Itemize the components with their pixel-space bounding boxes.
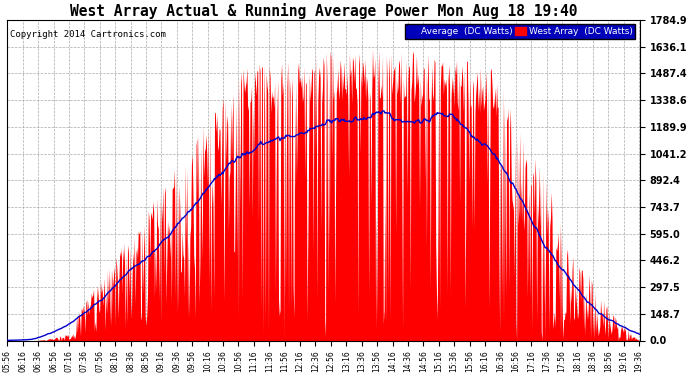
Title: West Array Actual & Running Average Power Mon Aug 18 19:40: West Array Actual & Running Average Powe… xyxy=(70,3,578,19)
Text: Copyright 2014 Cartronics.com: Copyright 2014 Cartronics.com xyxy=(10,30,166,39)
Legend: Average  (DC Watts), West Array  (DC Watts): Average (DC Watts), West Array (DC Watts… xyxy=(404,24,635,39)
